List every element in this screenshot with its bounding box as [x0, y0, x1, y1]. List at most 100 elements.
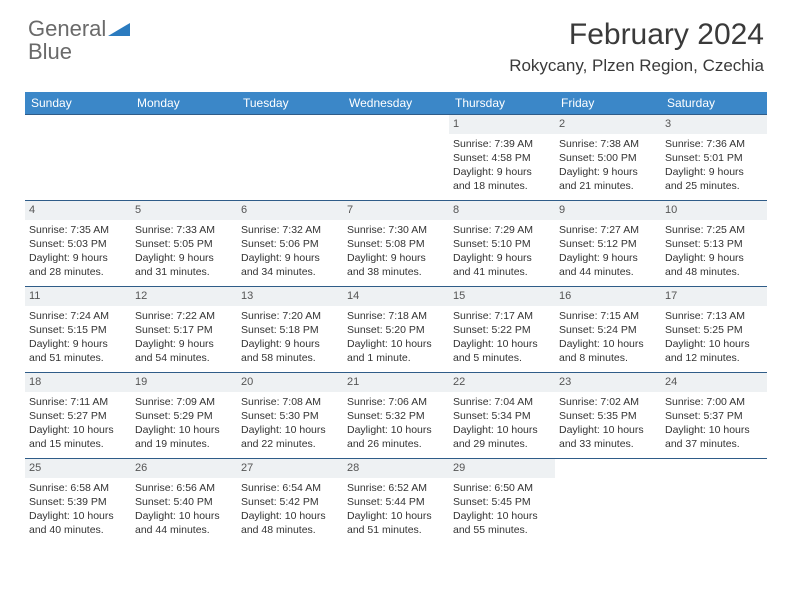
sunset-line: Sunset: 5:35 PM [559, 409, 657, 423]
sunrise-line: Sunrise: 6:58 AM [29, 481, 127, 495]
day-info: Sunrise: 7:17 AMSunset: 5:22 PMDaylight:… [453, 309, 551, 366]
sunset-line: Sunset: 5:32 PM [347, 409, 445, 423]
daylight-line: Daylight: 10 hours and 19 minutes. [135, 423, 233, 451]
day-info: Sunrise: 7:20 AMSunset: 5:18 PMDaylight:… [241, 309, 339, 366]
day-number: 16 [555, 287, 661, 306]
day-cell: 9 Sunrise: 7:27 AMSunset: 5:12 PMDaylight… [555, 201, 661, 287]
sunset-line: Sunset: 5:18 PM [241, 323, 339, 337]
daylight-line: Daylight: 10 hours and 37 minutes. [665, 423, 763, 451]
day-info: Sunrise: 6:56 AMSunset: 5:40 PMDaylight:… [135, 481, 233, 538]
sunset-line: Sunset: 5:45 PM [453, 495, 551, 509]
empty-cell [25, 115, 131, 201]
sunrise-line: Sunrise: 6:54 AM [241, 481, 339, 495]
day-info: Sunrise: 7:04 AMSunset: 5:34 PMDaylight:… [453, 395, 551, 452]
day-cell: 3Sunrise: 7:36 AMSunset: 5:01 PMDaylight… [661, 115, 767, 201]
sunrise-line: Sunrise: 7:29 AM [453, 223, 551, 237]
day-number: 7 [343, 201, 449, 220]
logo-blue: Blue [28, 39, 72, 64]
daylight-line: Daylight: 10 hours and 48 minutes. [241, 509, 339, 537]
day-number: 13 [237, 287, 343, 306]
daylight-line: Daylight: 9 hours and 28 minutes. [29, 251, 127, 279]
daylight-line: Daylight: 10 hours and 29 minutes. [453, 423, 551, 451]
sunset-line: Sunset: 5:20 PM [347, 323, 445, 337]
day-info: Sunrise: 7:39 AMSunset: 4:58 PMDaylight:… [453, 137, 551, 194]
sunrise-line: Sunrise: 7:20 AM [241, 309, 339, 323]
day-cell: 17Sunrise: 7:13 AMSunset: 5:25 PMDayligh… [661, 287, 767, 373]
empty-cell [661, 459, 767, 545]
weekday-header: Sunday [25, 92, 131, 115]
day-cell: 7Sunrise: 7:30 AMSunset: 5:08 PMDaylight… [343, 201, 449, 287]
day-cell: 4 Sunrise: 7:35 AMSunset: 5:03 PMDaylight… [25, 201, 131, 287]
day-info: Sunrise: 6:52 AMSunset: 5:44 PMDaylight:… [347, 481, 445, 538]
day-number: 28 [343, 459, 449, 478]
weekday-header: Wednesday [343, 92, 449, 115]
day-cell: 2Sunrise: 7:38 AMSunset: 5:00 PMDaylight… [555, 115, 661, 201]
daylight-line: Daylight: 9 hours and 51 minutes. [29, 337, 127, 365]
day-cell: 25Sunrise: 6:58 AMSunset: 5:39 PMDayligh… [25, 459, 131, 545]
sunset-line: Sunset: 4:58 PM [453, 151, 551, 165]
daylight-line: Daylight: 9 hours and 31 minutes. [135, 251, 233, 279]
daylight-line: Daylight: 10 hours and 55 minutes. [453, 509, 551, 537]
sunrise-line: Sunrise: 6:50 AM [453, 481, 551, 495]
daylight-line: Daylight: 9 hours and 41 minutes. [453, 251, 551, 279]
sunset-line: Sunset: 5:29 PM [135, 409, 233, 423]
sunrise-line: Sunrise: 7:33 AM [135, 223, 233, 237]
logo-triangle-icon [108, 20, 130, 41]
day-number: 26 [131, 459, 237, 478]
day-info: Sunrise: 7:15 AMSunset: 5:24 PMDaylight:… [559, 309, 657, 366]
weekday-header: Tuesday [237, 92, 343, 115]
day-info: Sunrise: 6:54 AMSunset: 5:42 PMDaylight:… [241, 481, 339, 538]
sunset-line: Sunset: 5:27 PM [29, 409, 127, 423]
sunrise-line: Sunrise: 7:06 AM [347, 395, 445, 409]
day-number: 9 [555, 201, 661, 220]
daylight-line: Daylight: 9 hours and 25 minutes. [665, 165, 763, 193]
sunset-line: Sunset: 5:37 PM [665, 409, 763, 423]
day-number: 24 [661, 373, 767, 392]
sunset-line: Sunset: 5:03 PM [29, 237, 127, 251]
day-cell: 22Sunrise: 7:04 AMSunset: 5:34 PMDayligh… [449, 373, 555, 459]
day-info: Sunrise: 7:27 AMSunset: 5:12 PMDaylight:… [559, 223, 657, 280]
weekday-row: SundayMondayTuesdayWednesdayThursdayFrid… [25, 92, 767, 115]
day-number: 20 [237, 373, 343, 392]
daylight-line: Daylight: 10 hours and 8 minutes. [559, 337, 657, 365]
sunset-line: Sunset: 5:25 PM [665, 323, 763, 337]
sunset-line: Sunset: 5:12 PM [559, 237, 657, 251]
day-number: 4 [25, 201, 131, 220]
empty-cell [343, 115, 449, 201]
day-number: 5 [131, 201, 237, 220]
logo-general: General [28, 16, 106, 41]
day-number: 2 [555, 115, 661, 134]
sunrise-line: Sunrise: 7:36 AM [665, 137, 763, 151]
daylight-line: Daylight: 9 hours and 58 minutes. [241, 337, 339, 365]
sunrise-line: Sunrise: 7:04 AM [453, 395, 551, 409]
sunrise-line: Sunrise: 6:52 AM [347, 481, 445, 495]
sunrise-line: Sunrise: 7:18 AM [347, 309, 445, 323]
daylight-line: Daylight: 10 hours and 44 minutes. [135, 509, 233, 537]
day-cell: 12Sunrise: 7:22 AMSunset: 5:17 PMDayligh… [131, 287, 237, 373]
day-cell: 15 Sunrise: 7:17 AMSunset: 5:22 PMDayligh… [449, 287, 555, 373]
day-number: 3 [661, 115, 767, 134]
sunrise-line: Sunrise: 7:22 AM [135, 309, 233, 323]
weekday-header: Monday [131, 92, 237, 115]
daylight-line: Daylight: 9 hours and 18 minutes. [453, 165, 551, 193]
sunset-line: Sunset: 5:08 PM [347, 237, 445, 251]
day-info: Sunrise: 7:00 AMSunset: 5:37 PMDaylight:… [665, 395, 763, 452]
title-block: February 2024 Rokycany, Plzen Region, Cz… [509, 18, 764, 76]
daylight-line: Daylight: 10 hours and 33 minutes. [559, 423, 657, 451]
calendar: SundayMondayTuesdayWednesdayThursdayFrid… [25, 92, 767, 545]
day-cell: 19Sunrise: 7:09 AMSunset: 5:29 PMDayligh… [131, 373, 237, 459]
sunset-line: Sunset: 5:34 PM [453, 409, 551, 423]
sunrise-line: Sunrise: 7:39 AM [453, 137, 551, 151]
sunrise-line: Sunrise: 7:35 AM [29, 223, 127, 237]
calendar-body: 1Sunrise: 7:39 AMSunset: 4:58 PMDaylight… [25, 115, 767, 545]
day-number: 6 [237, 201, 343, 220]
day-number: 29 [449, 459, 555, 478]
sunrise-line: Sunrise: 7:13 AM [665, 309, 763, 323]
day-info: Sunrise: 6:50 AMSunset: 5:45 PMDaylight:… [453, 481, 551, 538]
day-info: Sunrise: 7:13 AMSunset: 5:25 PMDaylight:… [665, 309, 763, 366]
day-info: Sunrise: 7:35 AMSunset: 5:03 PMDaylight:… [29, 223, 127, 280]
day-info: Sunrise: 7:22 AMSunset: 5:17 PMDaylight:… [135, 309, 233, 366]
daylight-line: Daylight: 10 hours and 12 minutes. [665, 337, 763, 365]
day-number: 15 [449, 287, 555, 306]
day-info: Sunrise: 7:09 AMSunset: 5:29 PMDaylight:… [135, 395, 233, 452]
